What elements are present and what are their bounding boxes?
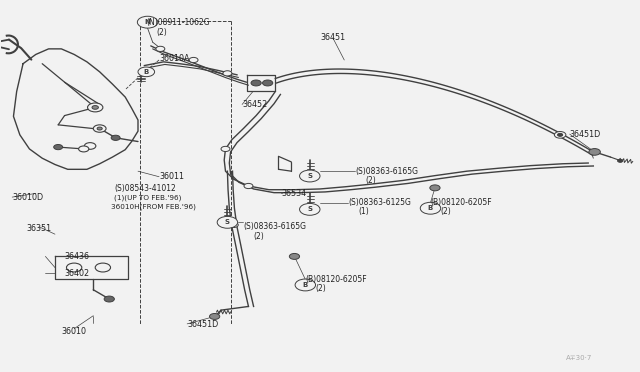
Text: 36452: 36452	[242, 100, 268, 109]
Circle shape	[104, 296, 115, 302]
Text: S: S	[307, 173, 312, 179]
Circle shape	[557, 134, 563, 137]
Circle shape	[93, 125, 106, 132]
Circle shape	[54, 144, 63, 150]
Text: (B)08120-6205F: (B)08120-6205F	[305, 275, 367, 284]
Circle shape	[138, 67, 155, 77]
Text: 36534: 36534	[282, 189, 307, 198]
Text: (2): (2)	[156, 28, 166, 37]
Circle shape	[229, 222, 238, 228]
Text: 36451D: 36451D	[569, 129, 600, 139]
Text: 36010A: 36010A	[159, 54, 189, 62]
Text: N: N	[145, 19, 150, 25]
Text: S: S	[225, 219, 230, 225]
Circle shape	[223, 71, 232, 76]
Text: 36451D: 36451D	[187, 321, 218, 330]
Text: B: B	[143, 69, 149, 75]
Circle shape	[79, 146, 89, 152]
Circle shape	[97, 127, 102, 130]
Text: (2): (2)	[315, 284, 326, 293]
Circle shape	[554, 132, 566, 138]
Circle shape	[589, 148, 600, 155]
Text: (2): (2)	[253, 231, 264, 241]
Circle shape	[189, 57, 198, 62]
Text: (B)08120-6205F: (B)08120-6205F	[431, 198, 492, 207]
Text: (2): (2)	[440, 208, 451, 217]
Text: 36451: 36451	[320, 33, 346, 42]
Text: 36010H(FROM FEB.'96): 36010H(FROM FEB.'96)	[111, 204, 195, 211]
Text: B: B	[428, 205, 433, 211]
Circle shape	[430, 185, 440, 191]
Circle shape	[67, 263, 82, 272]
Text: A∓30·7: A∓30·7	[566, 355, 592, 361]
Circle shape	[111, 135, 120, 140]
Text: (1): (1)	[358, 208, 369, 217]
Text: (S)08543-41012: (S)08543-41012	[115, 184, 176, 193]
Circle shape	[84, 142, 96, 149]
Text: 36351: 36351	[26, 224, 51, 233]
Text: 36010: 36010	[61, 327, 86, 336]
Circle shape	[262, 80, 273, 86]
Circle shape	[295, 279, 316, 291]
Circle shape	[300, 203, 320, 215]
Text: (S)08363-6165G: (S)08363-6165G	[356, 167, 419, 176]
Text: (S)08363-6165G: (S)08363-6165G	[243, 222, 307, 231]
Circle shape	[244, 183, 253, 189]
Circle shape	[88, 103, 103, 112]
Text: 36010D: 36010D	[12, 193, 44, 202]
Circle shape	[618, 159, 623, 162]
Circle shape	[420, 202, 441, 214]
Circle shape	[300, 170, 320, 182]
Text: (N)08911-1062G: (N)08911-1062G	[147, 19, 210, 28]
Text: 36402: 36402	[65, 269, 90, 278]
Circle shape	[217, 217, 237, 228]
Circle shape	[92, 106, 99, 109]
Circle shape	[251, 80, 261, 86]
Text: (S)08363-6125G: (S)08363-6125G	[349, 198, 412, 207]
Text: (2): (2)	[365, 176, 376, 185]
Text: 36011: 36011	[159, 172, 184, 181]
Circle shape	[209, 314, 220, 320]
Text: (1)(UP TO FEB.'96): (1)(UP TO FEB.'96)	[115, 195, 182, 201]
Circle shape	[95, 263, 111, 272]
Circle shape	[289, 253, 300, 259]
Circle shape	[138, 16, 158, 28]
Circle shape	[156, 46, 165, 51]
Text: B: B	[303, 282, 308, 288]
Text: 36436: 36436	[65, 252, 90, 261]
Circle shape	[221, 146, 230, 151]
Text: S: S	[307, 206, 312, 212]
